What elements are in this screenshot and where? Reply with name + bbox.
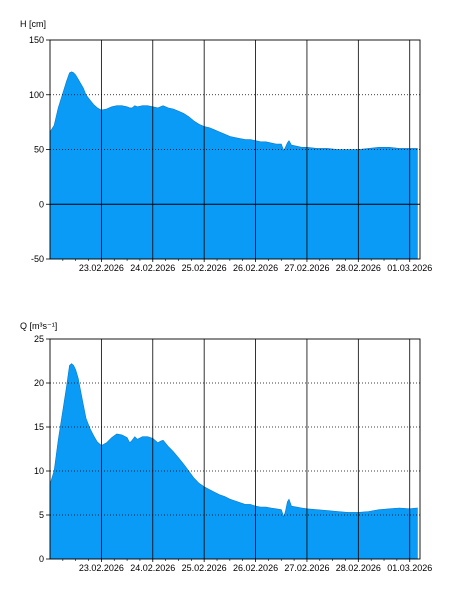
x-tick-label: 26.02.2026 — [233, 263, 278, 273]
x-tick-label: 23.02.2026 — [79, 563, 124, 573]
x-tick-label: 24.02.2026 — [130, 563, 175, 573]
x-tick-label: 28.02.2026 — [336, 263, 381, 273]
y-tick-label: 0 — [39, 199, 44, 209]
y-tick-label: -50 — [31, 254, 44, 264]
x-tick-label: 27.02.2026 — [284, 563, 329, 573]
x-tick-label: 28.02.2026 — [336, 563, 381, 573]
y-axis-label: H [cm] — [20, 19, 46, 29]
x-tick-label: 26.02.2026 — [233, 563, 278, 573]
y-tick-label: 5 — [39, 510, 44, 520]
y-tick-label: 15 — [34, 422, 44, 432]
y-tick-label: 10 — [34, 466, 44, 476]
x-tick-label: 25.02.2026 — [182, 563, 227, 573]
x-tick-label: 25.02.2026 — [182, 263, 227, 273]
x-tick-label: 23.02.2026 — [79, 263, 124, 273]
x-tick-label: 01.03.2026 — [387, 263, 432, 273]
y-tick-label: 150 — [29, 35, 44, 45]
chart-discharge: Q [m³s⁻¹] 0 5 10 15 20 25 23.02.2026 24.02.2026 2… — [20, 321, 432, 573]
y-tick-label: 25 — [34, 334, 44, 344]
x-tick-label: 24.02.2026 — [130, 263, 175, 273]
y-tick-label: 100 — [29, 90, 44, 100]
y-tick-label: 0 — [39, 554, 44, 564]
series-area — [49, 363, 418, 560]
plot-frame — [49, 39, 421, 260]
y-tick-label: 50 — [34, 145, 44, 155]
chart-water-level: H [cm] -50 0 50 100 150 23.02.2026 24.02.2026 25… — [20, 19, 432, 273]
series-area — [49, 71, 418, 260]
x-tick-label: 01.03.2026 — [387, 563, 432, 573]
x-tick-label: 27.02.2026 — [284, 263, 329, 273]
plot-frame — [49, 338, 421, 560]
y-axis-label: Q [m³s⁻¹] — [20, 321, 57, 331]
y-tick-label: 20 — [34, 378, 44, 388]
